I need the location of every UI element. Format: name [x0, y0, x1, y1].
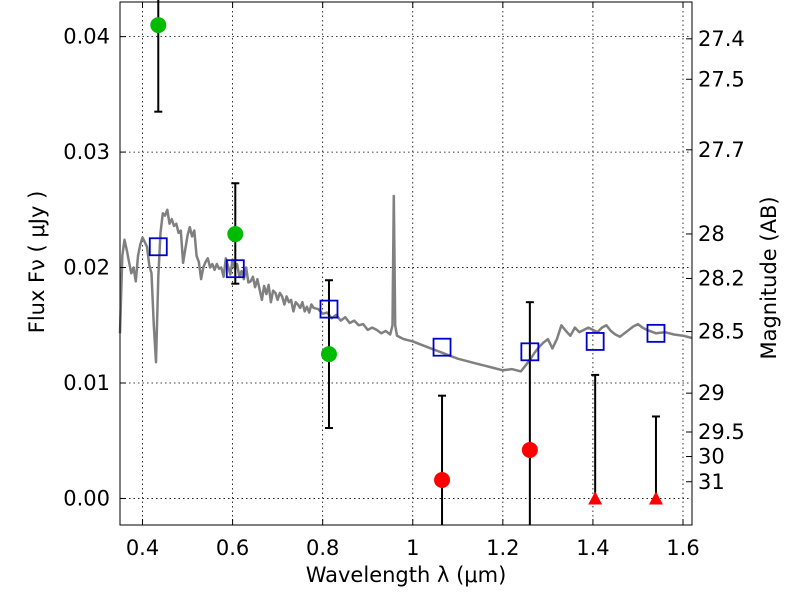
model-photometry-square [225, 259, 245, 279]
y-axis-label: Flux Fν ( μJy ) [25, 191, 49, 334]
mag-tick-label: 27.7 [698, 138, 745, 162]
x-tick-label: 0.6 [216, 536, 249, 560]
y-axis-right-label: Magnitude (AB) [757, 196, 781, 359]
upper-limit-triangle [648, 491, 663, 505]
mag-tick-label: 30 [698, 445, 725, 469]
mag-tick-label: 31 [698, 470, 725, 494]
nondetection-point [521, 441, 538, 458]
mag-tick-label: 29.5 [698, 420, 745, 444]
axis-ticks [120, 2, 692, 525]
nondetection-point [434, 471, 451, 488]
tick-labels: 0.4 0.6 0.8 1 1.2 1.4 1.6 0.00 0.01 0.02 0.03 0.04 2… [63, 25, 745, 560]
y-tick-label: 0.00 [63, 486, 110, 510]
sed-model-curve [118, 194, 693, 373]
upper-limit-triangle [588, 491, 603, 505]
x-axis-label: Wavelength λ (μm) [306, 563, 507, 587]
detection-point [320, 346, 337, 363]
y-tick-label: 0.03 [63, 140, 110, 164]
mag-tick-label: 28.2 [698, 266, 745, 290]
y-tick-label: 0.01 [63, 371, 110, 395]
detection-point [150, 17, 167, 34]
mag-tick-label: 28.5 [698, 320, 745, 344]
detection-point [227, 226, 244, 243]
x-tick-label: 0.8 [306, 536, 339, 560]
plot-frame [119, 1, 693, 526]
model-photometry-square [646, 323, 666, 343]
model-photometry-square [432, 337, 452, 357]
mag-tick-label: 27.4 [698, 27, 745, 51]
mag-tick-label: 29 [698, 381, 725, 405]
model-photometry-square [520, 342, 540, 362]
x-tick-label: 0.4 [126, 536, 159, 560]
x-tick-label: 1.6 [666, 536, 699, 560]
x-tick-label: 1.4 [576, 536, 609, 560]
y-tick-label: 0.04 [63, 25, 110, 49]
model-photometry-square [148, 237, 168, 257]
mag-tick-label: 28 [698, 222, 725, 246]
x-tick-label: 1 [406, 536, 419, 560]
x-tick-label: 1.2 [486, 536, 519, 560]
y-tick-label: 0.02 [63, 256, 110, 280]
model-photometry-square [319, 299, 339, 319]
error-bars [154, 0, 660, 525]
sed-line [118, 194, 693, 373]
mag-tick-label: 27.5 [698, 67, 745, 91]
model-photometry-square [585, 332, 605, 351]
data-markers [148, 17, 666, 505]
